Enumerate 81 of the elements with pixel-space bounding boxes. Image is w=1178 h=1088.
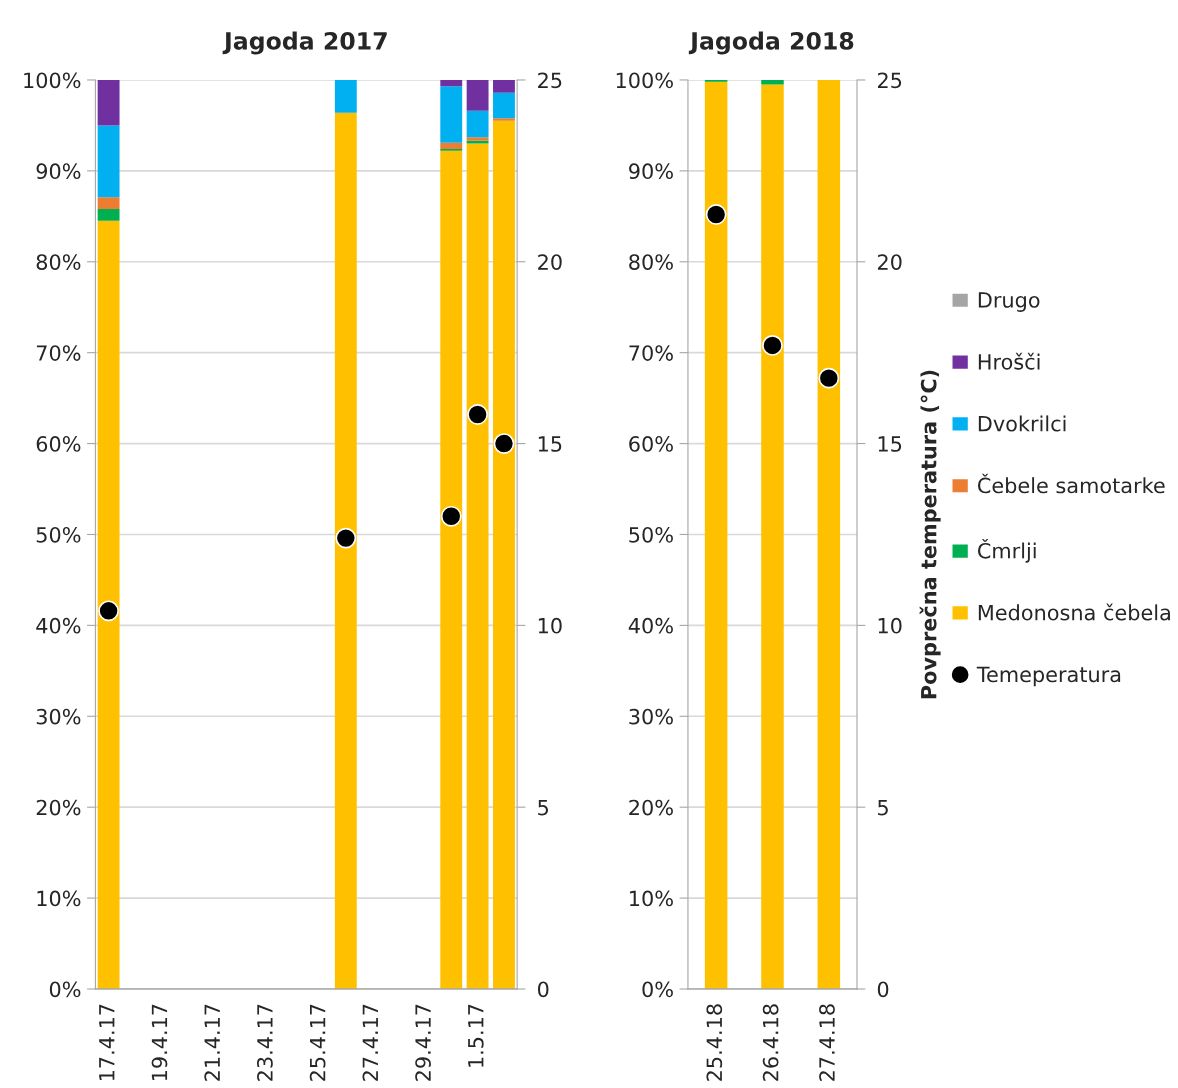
- x-tick-label: 1.5.17: [468, 1004, 484, 1067]
- y-tick-label: 70%: [36, 345, 81, 361]
- y2-tick-label: 25: [877, 72, 902, 89]
- x-tick-label: 19.4.17: [151, 1004, 168, 1081]
- y-tick-label: 70%: [629, 345, 673, 361]
- y2-tick-label: 10: [538, 617, 562, 634]
- y2-axis-title: Povprečna temperatura (°C): [919, 370, 941, 699]
- y2-tick-label: 15: [878, 436, 902, 452]
- bar: [97, 125, 120, 198]
- chart-title: Jagoda 2018: [688, 31, 854, 55]
- y-tick-label: 0%: [642, 981, 673, 998]
- y-tick-label: 50%: [629, 526, 673, 543]
- point: [440, 505, 462, 527]
- bar: [466, 110, 489, 138]
- bar: [97, 197, 120, 210]
- point: [818, 367, 840, 389]
- x-tick-label: 17.4.17: [99, 1004, 115, 1081]
- y2-tick-label: 25: [538, 72, 562, 89]
- legend-label: Drugo: [978, 292, 1040, 312]
- bar: [334, 112, 357, 989]
- x-tick-label: 27.4.17: [362, 1004, 378, 1081]
- bar: [466, 143, 489, 989]
- x-tick-label: 27.4.18: [819, 1004, 835, 1081]
- legend-label: Medonosna čebela: [978, 603, 1170, 621]
- point: [335, 527, 357, 549]
- x-tick-label: 29.4.17: [415, 1004, 431, 1081]
- point: [467, 404, 489, 425]
- y-tick-label: 100%: [24, 72, 81, 89]
- y-tick-label: 60%: [36, 436, 81, 452]
- x-tick-label: 26.4.18: [762, 1004, 779, 1081]
- y2-tick-label: 20: [538, 254, 562, 270]
- chart-title: Jagoda 2017: [222, 31, 387, 55]
- bar: [440, 150, 463, 989]
- point: [762, 334, 783, 356]
- point: [493, 433, 515, 454]
- y-tick-label: 30%: [629, 708, 673, 725]
- bar: [97, 220, 120, 989]
- x-tick-label: 23.4.17: [257, 1004, 273, 1081]
- x-tick-label: 25.4.17: [309, 1004, 326, 1081]
- y2-tick-label: 10: [878, 617, 902, 634]
- y-tick-label: 50%: [36, 526, 81, 543]
- legend-label: Hrošči: [978, 352, 1040, 370]
- bar: [466, 79, 489, 111]
- bar: [493, 92, 515, 119]
- legend-label: Dvokrilci: [978, 415, 1066, 432]
- x-tick-label: 25.4.18: [706, 1004, 723, 1081]
- y2-tick-label: 5: [538, 799, 549, 816]
- y2-tick-label: 20: [877, 254, 902, 270]
- y-tick-label: 100%: [616, 72, 673, 89]
- bar: [440, 142, 463, 150]
- y-tick-label: 60%: [629, 436, 673, 452]
- y2-tick-label: 0: [877, 981, 889, 998]
- bar: [97, 79, 120, 126]
- legend-label: Čmrlji: [977, 539, 1036, 563]
- point: [98, 600, 120, 622]
- y-tick-label: 10%: [37, 890, 81, 907]
- y-tick-label: 30%: [36, 708, 81, 725]
- y-tick-label: 20%: [629, 799, 673, 816]
- y-tick-label: 10%: [630, 890, 673, 907]
- y-tick-label: 90%: [629, 163, 673, 180]
- bar: [493, 118, 515, 121]
- point: [705, 204, 727, 225]
- bar: [440, 86, 463, 143]
- bar: [493, 120, 515, 989]
- legend-label: Temeperatura: [976, 666, 1121, 687]
- y2-tick-label: 15: [538, 436, 562, 452]
- legend-label: Čebele samotarke: [977, 473, 1165, 494]
- bar: [97, 209, 120, 221]
- bar: [493, 79, 515, 93]
- bar: [334, 79, 357, 113]
- y-tick-label: 80%: [629, 254, 673, 270]
- y-tick-label: 20%: [36, 799, 81, 816]
- bar: [440, 79, 463, 87]
- y2-tick-label: 0: [537, 981, 549, 998]
- y-tick-label: 0%: [49, 981, 81, 998]
- y2-tick-label: 5: [878, 799, 888, 816]
- x-tick-label: 21.4.17: [204, 1004, 220, 1081]
- y-tick-label: 80%: [36, 254, 81, 270]
- y-tick-label: 40%: [36, 617, 81, 634]
- y-tick-label: 90%: [36, 163, 81, 180]
- y-tick-label: 40%: [628, 617, 673, 634]
